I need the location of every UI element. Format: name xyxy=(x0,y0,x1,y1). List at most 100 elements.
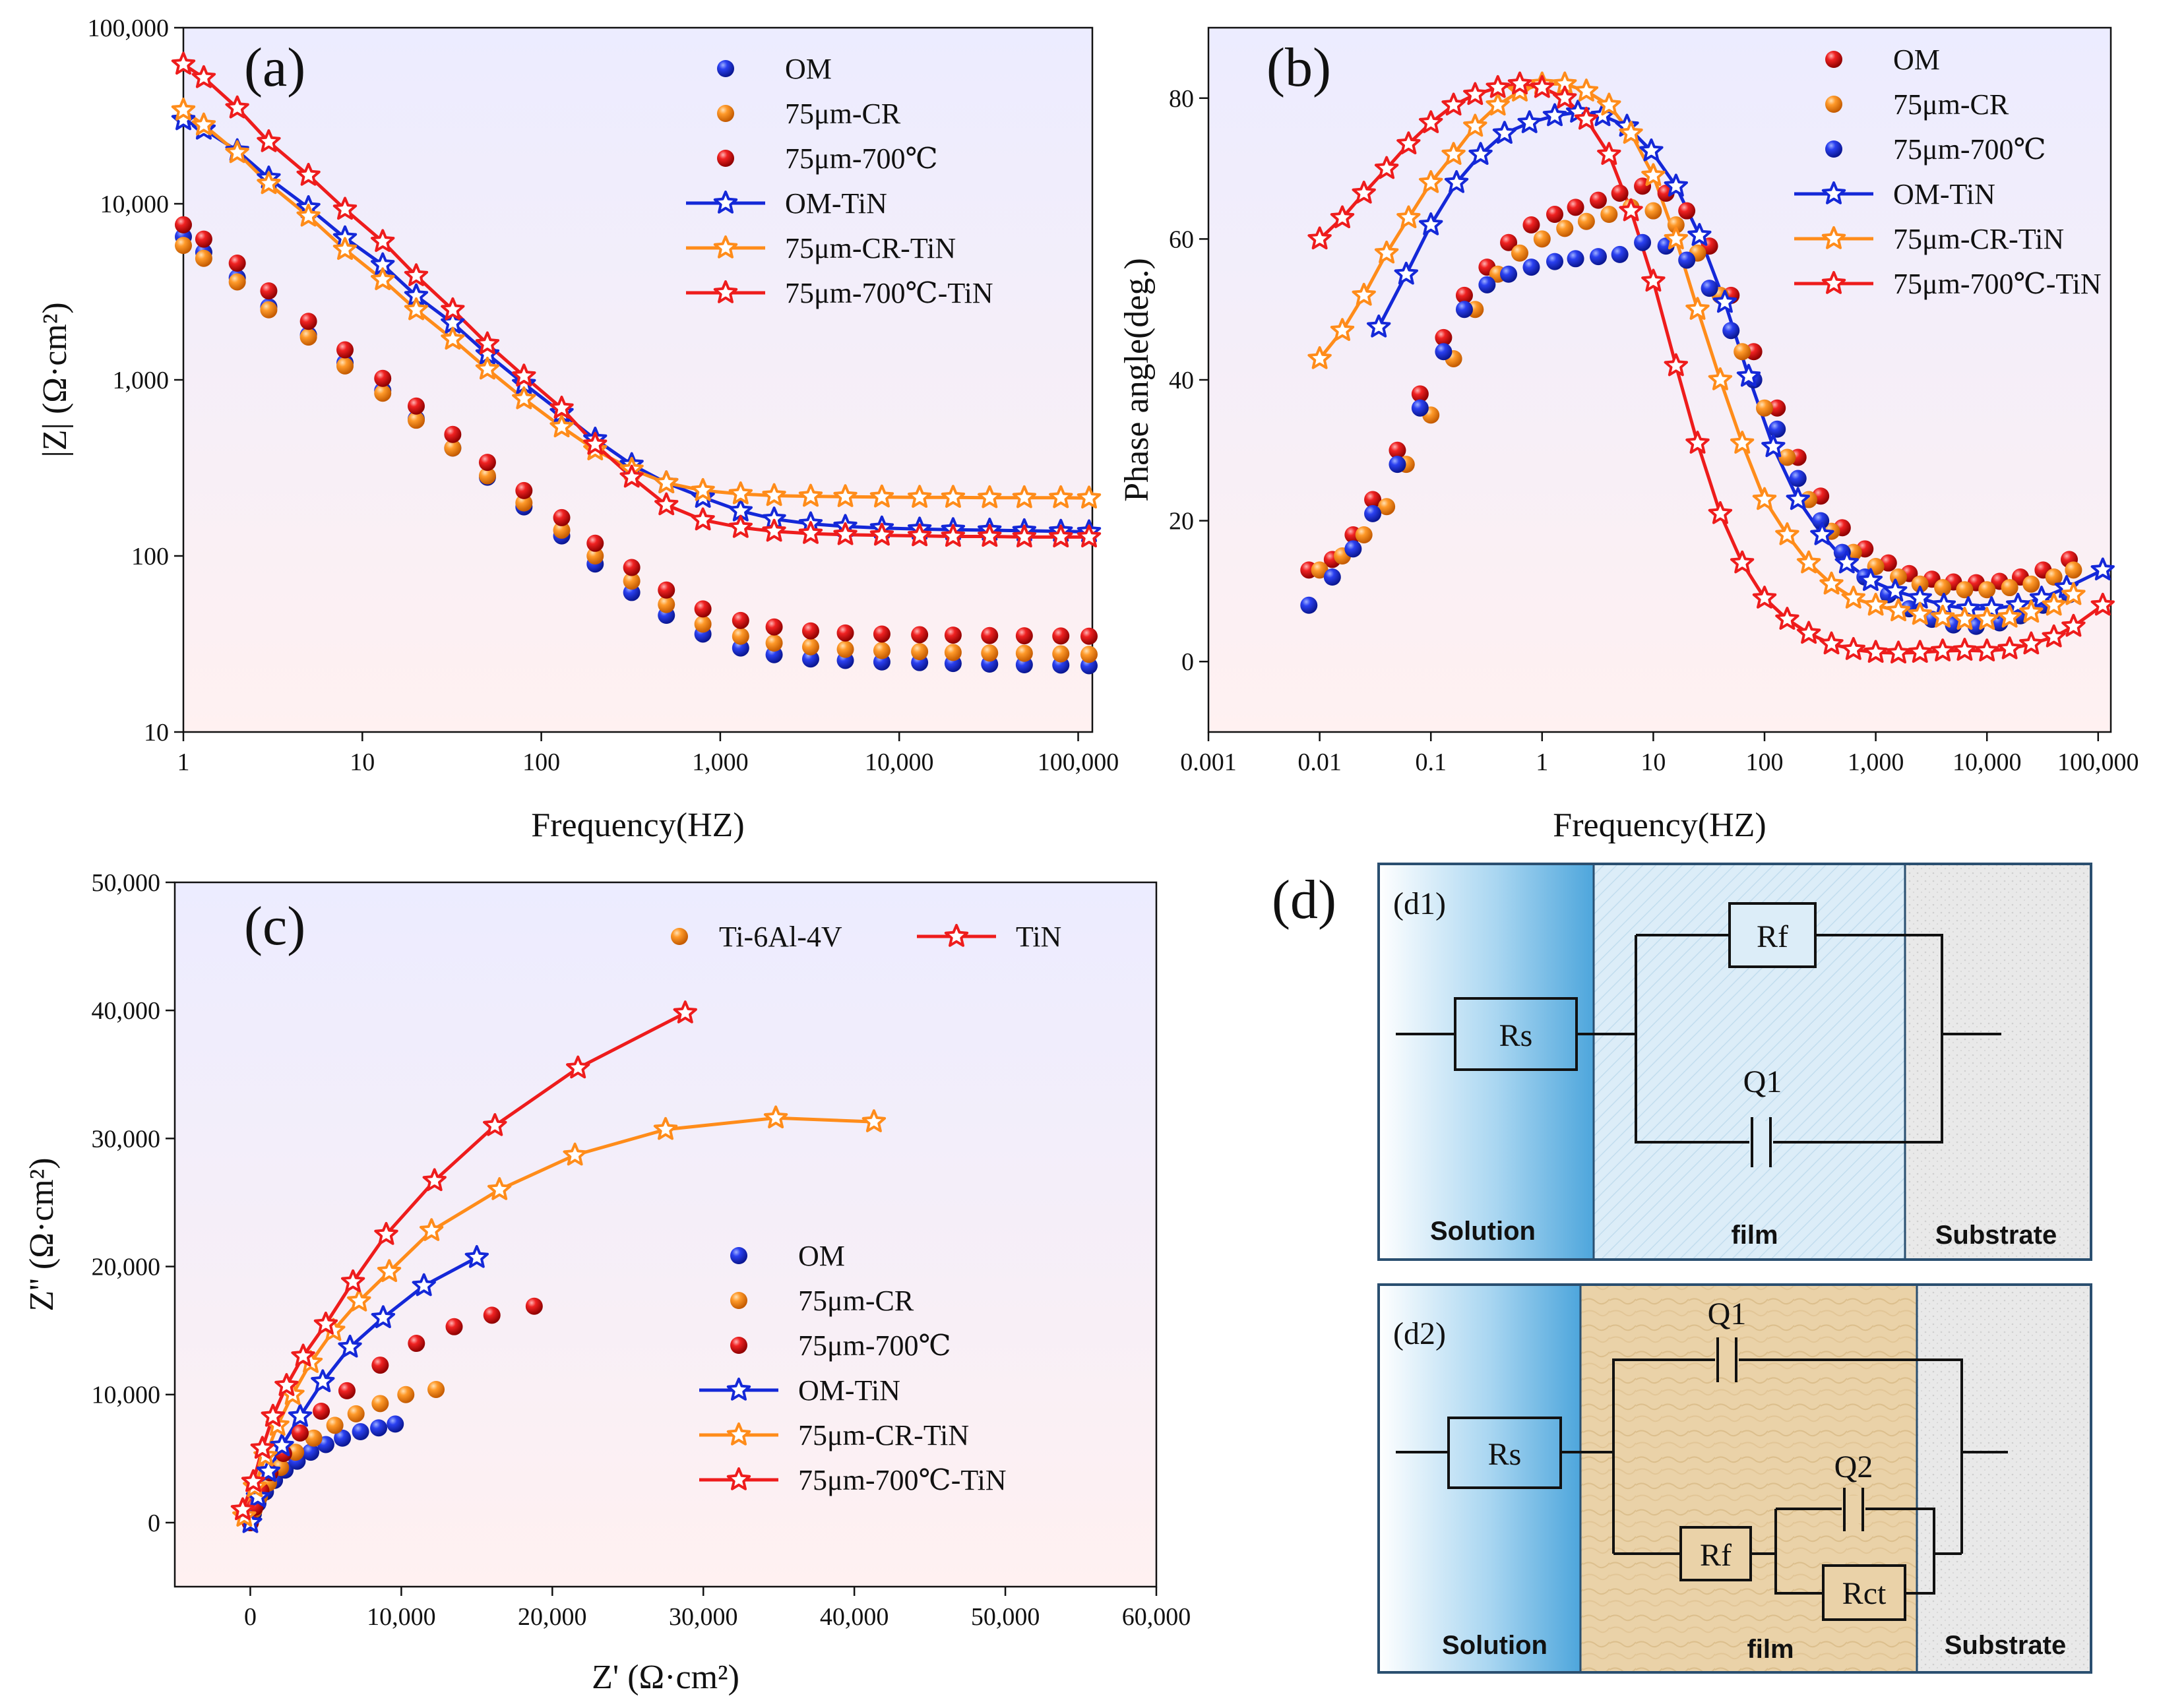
panel-c-label: (c) xyxy=(244,896,305,957)
data-star-75μm-CR-TiN xyxy=(296,203,321,227)
data-star-OM-TiN xyxy=(1517,110,1542,133)
data-point-75μm-CR xyxy=(397,1386,415,1403)
data-star-75μm-700℃-TiN xyxy=(1886,640,1911,664)
data-star-OM-TiN xyxy=(1367,314,1391,338)
top-legend-marker-TiN xyxy=(944,924,969,947)
data-star-75μm-700℃-TiN xyxy=(1463,82,1487,106)
legend-label-75μm-CR: 75μm-CR xyxy=(798,1285,914,1317)
data-star-75μm-700℃-TiN xyxy=(728,514,753,538)
data-point-75μm-700℃ xyxy=(694,600,712,618)
y-tick-label: 80 xyxy=(1169,85,1194,113)
data-point-75μm-700℃ xyxy=(1323,568,1341,586)
data-point-75μm-CR xyxy=(347,1405,365,1422)
data-point-75μm-700℃ xyxy=(1300,596,1318,614)
data-star-OM-TiN xyxy=(412,1273,436,1296)
data-star-75μm-700℃-TiN xyxy=(1619,198,1643,222)
data-point-75μm-CR xyxy=(1956,581,1974,599)
data-point-75μm-CR xyxy=(374,384,392,402)
data-point-75μm-CR xyxy=(407,412,425,429)
data-point-75μm-700℃ xyxy=(1546,253,1564,270)
data-star-OM-TiN xyxy=(1761,434,1786,458)
data-star-75μm-CR-TiN xyxy=(377,1259,402,1283)
data-star-75μm-700℃-TiN xyxy=(1012,524,1036,548)
data-point-75μm-CR xyxy=(1556,220,1574,237)
data-star-75μm-700℃-TiN xyxy=(296,162,321,186)
data-point-75μm-CR xyxy=(1644,202,1662,220)
data-star-75μm-CR-TiN xyxy=(653,1116,678,1140)
data-point-75μm-CR xyxy=(1890,568,1908,586)
d2-inner-loop xyxy=(1774,1508,1935,1595)
data-star-75μm-CR-TiN xyxy=(1841,586,1865,609)
data-point-75μm-700℃ xyxy=(911,626,929,644)
data-star-75μm-700℃-TiN xyxy=(2019,631,2044,655)
data-point-75μm-700℃ xyxy=(836,624,854,642)
d1-label: (d1) xyxy=(1393,886,1446,921)
data-star-75μm-700℃-TiN xyxy=(1352,181,1376,204)
data-star-75μm-CR-TiN xyxy=(1775,522,1799,545)
data-point-75μm-700℃ xyxy=(1634,233,1652,251)
panel-a-xlabel: Frequency(HZ) xyxy=(531,807,744,844)
data-point-OM xyxy=(352,1423,369,1441)
d2-rct-resistor xyxy=(1822,1564,1906,1621)
panel-a-ticks: 1 10 100 1,000 10,000 100,000 10 100 1,000 10,000… xyxy=(88,15,1119,776)
panel-b-bode-phase: 0.001 0.01 0.1 1 10 100 1,000 10,000 100,000 0 20 4… xyxy=(1118,26,2139,844)
panel-a-ylabel: |Z| (Ω·cm²) xyxy=(36,302,74,457)
data-star-75μm-700℃-TiN xyxy=(274,1373,299,1396)
data-star-75μm-700℃-TiN xyxy=(2090,592,2115,616)
data-star-75μm-700℃-TiN xyxy=(257,129,281,152)
y-tick-label: 40 xyxy=(1169,367,1194,394)
data-star-75μm-CR-TiN xyxy=(347,1289,371,1312)
data-star-75μm-700℃-TiN xyxy=(332,197,358,220)
data-point-75μm-700℃ xyxy=(623,559,641,576)
data-point-OM xyxy=(1522,216,1540,234)
x-tick-label: 10,000 xyxy=(865,748,934,776)
data-point-OM xyxy=(1611,184,1629,202)
d1-parallel-loop xyxy=(1635,934,1943,1144)
data-point-75μm-CR xyxy=(732,627,749,645)
legend-marker-OM-TiN xyxy=(713,191,738,214)
d1-rs-label: Rs xyxy=(1499,1018,1533,1053)
data-star-OM-TiN xyxy=(1834,550,1859,574)
data-point-75μm-700℃ xyxy=(1967,617,1985,635)
data-star-75μm-700℃-TiN xyxy=(1930,638,1955,661)
data-point-75μm-700℃ xyxy=(1500,265,1518,283)
data-star-75μm-700℃-TiN xyxy=(1396,131,1421,154)
data-star-75μm-CR-TiN xyxy=(1975,607,1999,630)
panel-a-label: (a) xyxy=(244,37,305,98)
data-star-75μm-700℃-TiN xyxy=(261,1403,285,1427)
panel-b-ylabel: Phase angle(deg.) xyxy=(1118,258,1156,502)
data-point-75μm-700℃ xyxy=(371,1357,389,1374)
data-star-75μm-CR-TiN xyxy=(1485,92,1510,116)
data-star-OM-TiN xyxy=(1687,223,1712,246)
data-star-75μm-700℃-TiN xyxy=(1863,640,1888,663)
data-point-75μm-700℃ xyxy=(1611,245,1629,263)
data-star-75μm-CR-TiN xyxy=(1574,78,1599,102)
data-star-OM-TiN xyxy=(1858,568,1883,592)
data-star-75μm-700℃-TiN xyxy=(291,1343,315,1367)
circuit-d1: (d1) Rs Rf Q1 Solution film Substrate xyxy=(1377,863,2092,1261)
data-star-75μm-700℃-TiN xyxy=(1049,524,1073,548)
data-point-75μm-700℃ xyxy=(478,454,496,472)
data-star-OM-TiN xyxy=(256,1459,281,1482)
data-star-75μm-CR-TiN xyxy=(869,484,894,508)
data-star-75μm-CR-TiN xyxy=(1330,318,1355,341)
data-star-75μm-700℃-TiN xyxy=(1730,550,1755,574)
legend-label-75μm-CR-TiN: 75μm-CR-TiN xyxy=(785,232,956,264)
data-point-75μm-700℃ xyxy=(374,369,392,387)
data-star-75μm-700℃-TiN xyxy=(1507,71,1532,95)
data-star-75μm-CR-TiN xyxy=(1012,485,1036,508)
data-point-75μm-CR xyxy=(836,640,854,658)
data-star-OM-TiN xyxy=(1639,138,1664,162)
top-legend-label-Ti-6Al-4V: Ti-6Al-4V xyxy=(719,921,842,953)
data-star-75μm-700℃-TiN xyxy=(1819,631,1844,655)
data-star-OM-TiN xyxy=(171,107,196,131)
data-star-75μm-700℃-TiN xyxy=(869,522,894,546)
y-tick-label: 100,000 xyxy=(88,15,170,42)
data-star-OM-TiN xyxy=(270,1433,294,1457)
d1-frame xyxy=(1377,863,2092,1261)
data-point-75μm-CR xyxy=(195,249,212,267)
data-star-75μm-700℃-TiN xyxy=(762,518,786,542)
data-point-75μm-CR xyxy=(873,642,891,659)
data-point-75μm-CR xyxy=(1511,244,1528,262)
data-star-OM-TiN xyxy=(311,1369,335,1393)
